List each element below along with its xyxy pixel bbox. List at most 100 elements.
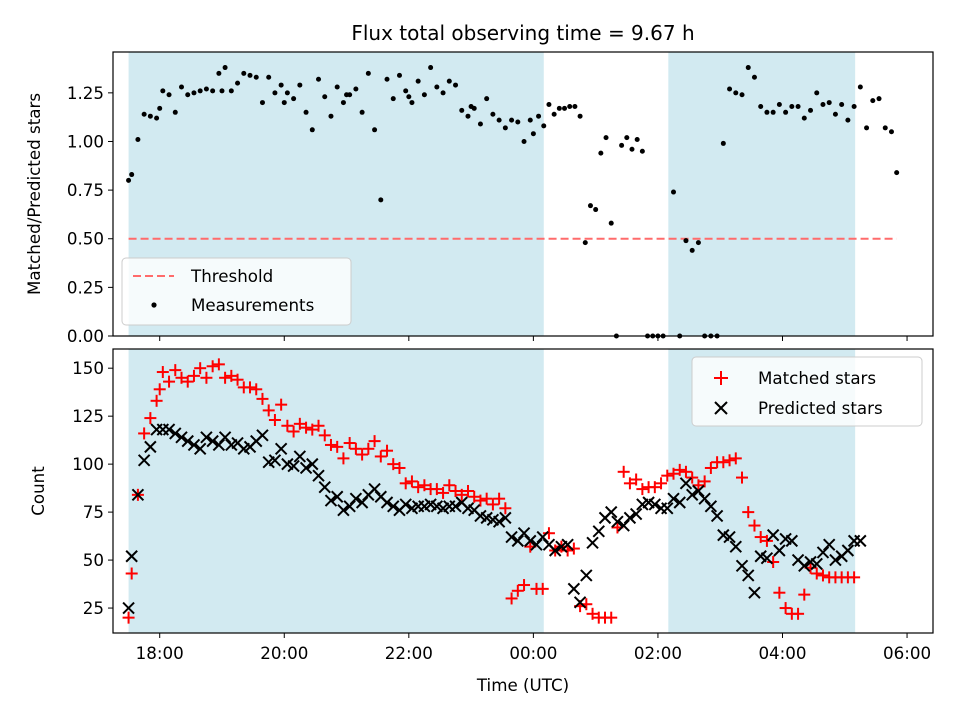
matched-point bbox=[810, 567, 823, 580]
matched-point bbox=[767, 556, 780, 568]
matched-point bbox=[169, 364, 182, 377]
matched-point bbox=[138, 427, 151, 440]
measurement-point bbox=[814, 90, 820, 96]
y-tick-label: 150 bbox=[72, 358, 104, 378]
measurement-point bbox=[160, 88, 166, 94]
measurement-point bbox=[219, 88, 225, 94]
matched-point bbox=[430, 483, 443, 496]
matched-point bbox=[717, 456, 730, 469]
predicted-point bbox=[368, 482, 381, 496]
predicted-point bbox=[810, 557, 823, 571]
predicted-point bbox=[299, 461, 313, 475]
measurement-point bbox=[484, 96, 490, 102]
predicted-point bbox=[661, 502, 674, 515]
predicted-point bbox=[306, 457, 319, 471]
measurement-point bbox=[541, 123, 547, 129]
measurement-point bbox=[210, 88, 216, 94]
measurement-point bbox=[733, 90, 739, 96]
matched-point bbox=[219, 371, 232, 384]
measurement-point bbox=[403, 88, 409, 94]
threshold-legend-label: Threshold bbox=[190, 266, 273, 286]
measurement-point bbox=[603, 135, 609, 141]
measurement-point bbox=[572, 103, 578, 109]
predicted-point bbox=[729, 540, 742, 553]
matched-point bbox=[331, 440, 344, 453]
measurement-point bbox=[582, 240, 588, 246]
measurement-point bbox=[154, 115, 160, 121]
ratio-legend: Threshold Measurements bbox=[121, 257, 352, 326]
predicted-point bbox=[355, 496, 369, 509]
matched-point bbox=[648, 481, 661, 494]
predicted-point bbox=[137, 454, 151, 467]
measurement-point bbox=[521, 138, 527, 144]
matched-point bbox=[312, 419, 325, 432]
predicted-point bbox=[122, 601, 135, 615]
measurement-point bbox=[567, 103, 573, 109]
matched-point bbox=[443, 479, 456, 492]
predicted-legend-label: Predicted stars bbox=[758, 398, 883, 418]
predicted-point bbox=[816, 546, 830, 559]
predicted-point bbox=[685, 488, 699, 502]
measurement-point bbox=[303, 109, 309, 115]
measurement-point bbox=[801, 115, 807, 121]
matched-point bbox=[256, 392, 269, 405]
predicted-point bbox=[710, 509, 724, 523]
matched-point bbox=[337, 452, 350, 465]
matched-point bbox=[287, 425, 300, 438]
matched-point bbox=[374, 450, 387, 463]
measurement-point bbox=[272, 90, 278, 96]
measurement-point bbox=[894, 170, 900, 176]
measurement-point bbox=[297, 82, 303, 88]
predicted-point bbox=[760, 551, 774, 565]
matched-point bbox=[729, 452, 742, 465]
x-tick-label: 20:00 bbox=[260, 643, 308, 663]
measurement-point bbox=[179, 84, 185, 90]
measurement-point bbox=[562, 105, 568, 111]
measurement-point bbox=[832, 111, 838, 117]
matched-point bbox=[686, 471, 699, 484]
measurement-point bbox=[465, 113, 471, 119]
measurement-point bbox=[266, 74, 272, 80]
measurement-point bbox=[795, 103, 801, 109]
predicted-point bbox=[193, 442, 207, 455]
measurement-point bbox=[253, 74, 259, 80]
measurement-point bbox=[870, 98, 876, 104]
measurement-point bbox=[365, 70, 371, 76]
predicted-point bbox=[698, 492, 711, 505]
y-tick-label: 1.00 bbox=[67, 131, 104, 151]
y-tick-label: 0.75 bbox=[67, 180, 104, 200]
measurement-point bbox=[608, 220, 614, 226]
matched-point bbox=[679, 465, 692, 478]
measurement-point bbox=[619, 142, 625, 148]
matched-point bbox=[754, 531, 767, 544]
matched-point bbox=[144, 412, 157, 425]
measurement-point bbox=[851, 103, 857, 109]
matched-point bbox=[704, 461, 717, 474]
predicted-point bbox=[617, 519, 630, 532]
predicted-point bbox=[854, 534, 867, 548]
measurement-point bbox=[347, 92, 353, 98]
matched-legend-swatch bbox=[714, 371, 728, 385]
matched-point bbox=[231, 373, 244, 386]
measurement-point bbox=[309, 127, 315, 133]
measurement-point bbox=[129, 172, 135, 178]
predicted-point bbox=[268, 454, 282, 467]
measurement-point bbox=[551, 111, 557, 117]
matched-point bbox=[655, 477, 668, 490]
measurement-point bbox=[453, 82, 459, 88]
predicted-point bbox=[841, 544, 855, 557]
matched-point bbox=[455, 488, 468, 501]
measurement-point bbox=[409, 100, 415, 106]
matched-point bbox=[281, 419, 294, 432]
measurement-point bbox=[882, 125, 888, 131]
matched-point bbox=[511, 584, 524, 597]
measurement-point bbox=[322, 94, 328, 100]
predicted-point bbox=[829, 553, 842, 567]
measurement-point bbox=[372, 127, 378, 133]
matched-point bbox=[779, 602, 792, 615]
x-tick-label: 04:00 bbox=[758, 643, 806, 663]
predicted-point bbox=[679, 477, 693, 490]
count-panel: 25 50 75 100 125 150 18:00 20:00 22:00 00:00 02:0… bbox=[28, 348, 934, 695]
y-tick-label: 1.25 bbox=[67, 83, 104, 103]
measurement-point bbox=[216, 70, 222, 76]
